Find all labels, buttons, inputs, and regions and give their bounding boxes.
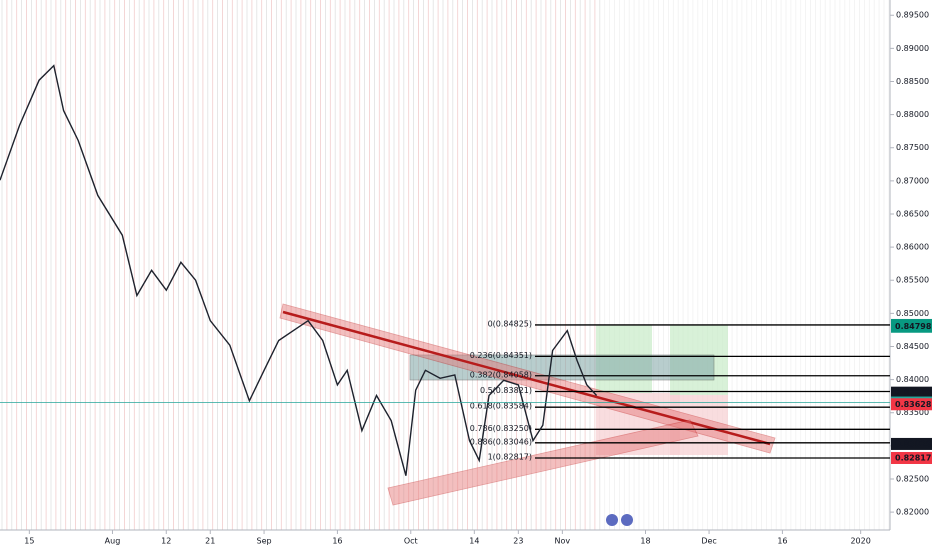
y-tick-label: 0.87000: [896, 176, 929, 185]
y-tick-label: 0.85500: [896, 276, 929, 285]
price-tag: [891, 451, 932, 464]
x-tick-label: 15: [24, 537, 34, 546]
price-tag: [891, 398, 932, 411]
x-tick-label: Oct: [404, 537, 418, 546]
x-tick-label: 16: [777, 537, 787, 546]
x-tick-label: Dec: [701, 537, 716, 546]
x-tick-label: 23: [513, 537, 523, 546]
fib-label: 0.5(0.83821): [480, 386, 532, 395]
price-tag: [891, 386, 932, 399]
fib-label: 0.618(0.83584): [470, 402, 532, 411]
price-tag-label: 0.83803: [895, 388, 931, 397]
fib-label: 0(0.84825): [488, 319, 532, 328]
price-tag-label: 0.83029: [895, 439, 932, 448]
fib-label: 0.236(0.84351): [470, 351, 532, 360]
y-tick-label: 0.84000: [896, 375, 929, 384]
y-tick-label: 0.85000: [896, 309, 929, 318]
fib-label: 0.382(0.84058): [470, 370, 532, 379]
fib-label: 0.886(0.83046): [470, 437, 532, 446]
y-tick-label: 0.89000: [896, 44, 929, 53]
x-tick-label: Sep: [257, 537, 272, 546]
x-tick-label: Aug: [105, 537, 121, 546]
ascending-channel: [387, 419, 699, 506]
y-tick-label: 0.87500: [896, 143, 929, 152]
event-icon[interactable]: [606, 514, 618, 526]
y-tick-label: 0.88000: [896, 110, 929, 119]
x-tick-label: 16: [332, 537, 342, 546]
y-tick-label: 0.84500: [896, 342, 929, 351]
x-tick-label: 12: [161, 537, 171, 546]
fib-label: 0.786(0.83250): [470, 424, 532, 433]
price-tag-label: 0.83628: [895, 400, 932, 409]
price-tag: [891, 320, 932, 333]
long-position-loss: [596, 393, 680, 455]
y-tick-label: 0.86000: [896, 243, 929, 252]
y-tick-label: 0.82500: [896, 474, 929, 483]
price-tag: [891, 437, 932, 450]
y-tick-label: 0.89500: [896, 11, 929, 20]
trend-line: [282, 310, 771, 446]
price-tag-label: 0.84798: [895, 322, 932, 331]
y-tick-label: 0.82000: [896, 508, 929, 517]
y-tick-label: 0.83500: [896, 408, 929, 417]
x-tick-label: 14: [469, 537, 479, 546]
y-tick-label: 0.86500: [896, 209, 929, 218]
background-stripes: [1, 0, 890, 530]
x-tick-label: 21: [205, 537, 215, 546]
price-tag-label: 0.82817: [895, 453, 931, 462]
price-line: [0, 64, 598, 476]
x-tick-label: 18: [640, 537, 650, 546]
y-tick-label: 0.88500: [896, 77, 929, 86]
event-icon[interactable]: [621, 514, 633, 526]
x-tick-label: Nov: [555, 537, 571, 546]
x-tick-label: 2020: [850, 537, 870, 546]
fib-label: 1(0.82817): [488, 452, 532, 461]
